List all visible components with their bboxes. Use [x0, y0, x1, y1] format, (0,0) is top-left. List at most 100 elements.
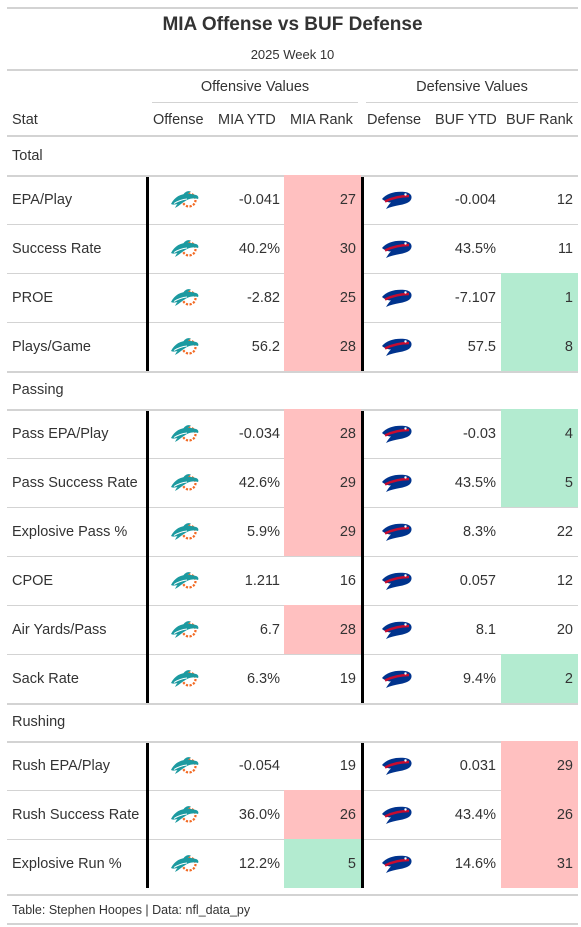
- bills-logo-icon: [364, 224, 429, 273]
- top-border: [7, 7, 578, 9]
- row-group-total: Total: [12, 148, 43, 164]
- column-header-mia-rank: MIA Rank: [290, 112, 353, 128]
- table-source-note: Table: Stephen Hoopes | Data: nfl_data_p…: [12, 903, 251, 917]
- table-row: Explosive Run % 12.2% 5 14.6% 31: [0, 839, 581, 888]
- table-row: Plays/Game 56.2 28 57.5 8: [0, 322, 581, 371]
- column-header-stat: Stat: [12, 112, 38, 128]
- row-group-passing: Passing: [12, 382, 64, 398]
- dolphins-logo-icon: [150, 654, 220, 703]
- stat-label: Explosive Run %: [12, 855, 122, 872]
- dolphins-logo-icon: [150, 605, 220, 654]
- mia-ytd-value: 42.6%: [238, 474, 280, 491]
- group-end-divider: [7, 371, 578, 373]
- bills-logo-icon: [364, 273, 429, 322]
- buf-rank-value: 4: [501, 409, 578, 458]
- group-divider: [7, 741, 578, 743]
- buf-ytd-value: 8.1: [475, 621, 496, 638]
- mia-ytd-value: -0.054: [238, 757, 280, 774]
- buf-ytd-value: 0.057: [459, 572, 496, 589]
- mia-ytd-value: 6.3%: [246, 670, 280, 687]
- dolphins-logo-icon: [150, 175, 220, 224]
- dolphins-logo-icon: [150, 839, 220, 888]
- buf-ytd-value: 14.6%: [454, 855, 496, 872]
- header-border: [7, 69, 578, 71]
- mia-rank-value: 28: [284, 409, 361, 458]
- bills-logo-icon: [364, 741, 429, 790]
- buf-rank-value: 31: [501, 839, 578, 888]
- defense-column-divider: [361, 177, 364, 371]
- table-title: MIA Offense vs BUF Defense: [162, 14, 423, 35]
- table-subtitle: 2025 Week 10: [250, 47, 335, 62]
- table-row: Sack Rate 6.3% 19 9.4% 2: [0, 654, 581, 703]
- buf-ytd-value: -0.004: [454, 191, 496, 208]
- buf-rank-value: 5: [501, 458, 578, 507]
- dolphins-logo-icon: [150, 458, 220, 507]
- column-header-offense: Offense: [153, 112, 204, 128]
- mia-ytd-value: 1.211: [244, 572, 280, 589]
- mia-rank-value: 5: [284, 839, 361, 888]
- column-header-buf-ytd: BUF YTD: [435, 112, 497, 128]
- stat-label: Air Yards/Pass: [12, 621, 107, 638]
- buf-ytd-value: 43.5%: [454, 474, 496, 491]
- stat-label: Success Rate: [12, 240, 102, 257]
- mia-rank-value: 29: [284, 507, 361, 556]
- mia-rank-value: 27: [284, 175, 361, 224]
- table-row: Success Rate 40.2% 30 43.5% 11: [0, 224, 581, 273]
- mia-ytd-value: 6.7: [259, 621, 280, 638]
- column-header-mia-ytd: MIA YTD: [218, 112, 276, 128]
- stat-label: CPOE: [12, 572, 54, 589]
- bills-logo-icon: [364, 507, 429, 556]
- dolphins-logo-icon: [150, 741, 220, 790]
- table-row: Explosive Pass % 5.9% 29 8.3% 22: [0, 507, 581, 556]
- dolphins-logo-icon: [150, 790, 220, 839]
- mia-ytd-value: 40.2%: [238, 240, 280, 257]
- mia-rank-value: 28: [284, 605, 361, 654]
- mia-ytd-value: -2.82: [246, 289, 280, 306]
- mia-ytd-value: -0.034: [238, 425, 280, 442]
- defense-column-divider: [361, 743, 364, 888]
- buf-rank-value: 1: [501, 273, 578, 322]
- stat-label: PROE: [12, 289, 54, 306]
- dolphins-logo-icon: [150, 507, 220, 556]
- stat-label: Pass EPA/Play: [12, 425, 109, 442]
- table-row: Air Yards/Pass 6.7 28 8.1 20: [0, 605, 581, 654]
- bills-logo-icon: [364, 654, 429, 703]
- table-row: Pass Success Rate 42.6% 29 43.5% 5: [0, 458, 581, 507]
- buf-rank-value: 12: [556, 191, 573, 208]
- column-header-defense: Defense: [367, 112, 422, 128]
- offensive-values-spanner: Offensive Values: [200, 79, 310, 95]
- bills-logo-icon: [364, 790, 429, 839]
- buf-rank-value: 8: [501, 322, 578, 371]
- mia-ytd-value: 12.2%: [238, 855, 280, 872]
- stat-label: Rush EPA/Play: [12, 757, 111, 774]
- offensive-spanner-line: [152, 102, 358, 103]
- table-row: CPOE 1.211 16 0.057 12: [0, 556, 581, 605]
- column-header-border: [7, 135, 578, 137]
- stat-label: Sack Rate: [12, 670, 79, 687]
- bills-logo-icon: [364, 839, 429, 888]
- offense-column-divider: [146, 411, 149, 703]
- buf-ytd-value: 9.4%: [462, 670, 496, 687]
- column-header-buf-rank: BUF Rank: [506, 112, 573, 128]
- buf-rank-value: 26: [501, 790, 578, 839]
- mia-rank-value: 25: [284, 273, 361, 322]
- offense-column-divider: [146, 177, 149, 371]
- offense-column-divider: [146, 743, 149, 888]
- buf-ytd-value: 8.3%: [462, 523, 496, 540]
- stat-label: Rush Success Rate: [12, 806, 140, 823]
- dolphins-logo-icon: [150, 273, 220, 322]
- group-end-divider: [7, 703, 578, 705]
- buf-rank-value: 2: [501, 654, 578, 703]
- buf-ytd-value: 43.4%: [454, 806, 496, 823]
- row-divider: [7, 556, 578, 557]
- row-divider: [7, 654, 578, 655]
- dolphins-logo-icon: [150, 322, 220, 371]
- table-row: Rush EPA/Play -0.054 19 0.031 29: [0, 741, 581, 790]
- table-row: EPA/Play -0.041 27 -0.004 12: [0, 175, 581, 224]
- table-row: Rush Success Rate 36.0% 26 43.4% 26: [0, 790, 581, 839]
- mia-rank-value: 19: [339, 757, 356, 774]
- buf-rank-value: 29: [501, 741, 578, 790]
- buf-ytd-value: 57.5: [467, 338, 496, 355]
- bottom-border: [7, 923, 578, 925]
- dolphins-logo-icon: [150, 409, 220, 458]
